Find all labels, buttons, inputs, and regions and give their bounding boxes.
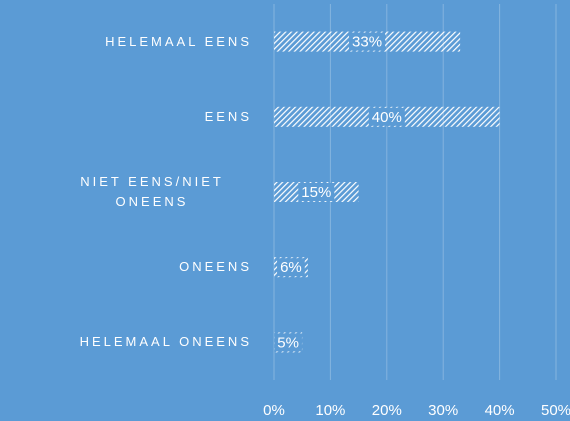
data-label: 40% <box>372 109 402 126</box>
y-tick-label: HELEMAAL EENS <box>105 33 252 49</box>
x-tick-label: 10% <box>315 402 345 419</box>
data-label: 5% <box>277 334 299 351</box>
category-label-box: EENS <box>205 97 252 137</box>
y-tick-label: ONEENS <box>179 259 252 275</box>
y-tick-label: HELEMAAL ONEENS <box>79 334 252 350</box>
x-tick-label: 0% <box>263 402 285 419</box>
data-label: 33% <box>352 34 382 51</box>
x-tick-label: 40% <box>485 402 515 419</box>
y-tick-label: NIET EENS/NIET ONEENS <box>80 174 224 209</box>
data-label-box <box>349 32 386 51</box>
data-label: 6% <box>280 259 302 276</box>
category-label-box: NIET EENS/NIET ONEENS <box>52 172 252 212</box>
data-label-box <box>368 107 405 126</box>
y-tick-label: EENS <box>204 108 252 124</box>
category-label-box: ONEENS <box>179 247 252 287</box>
x-tick-label: 20% <box>372 402 402 419</box>
x-tick-label: 30% <box>428 402 458 419</box>
data-label: 15% <box>301 184 331 201</box>
category-label-box: HELEMAAL ONEENS <box>80 322 252 362</box>
category-label-box: HELEMAAL EENS <box>105 22 252 62</box>
data-label-box <box>277 258 305 277</box>
data-label-box <box>298 183 335 201</box>
data-label-box <box>274 333 302 352</box>
x-tick-label: 50% <box>541 402 570 419</box>
